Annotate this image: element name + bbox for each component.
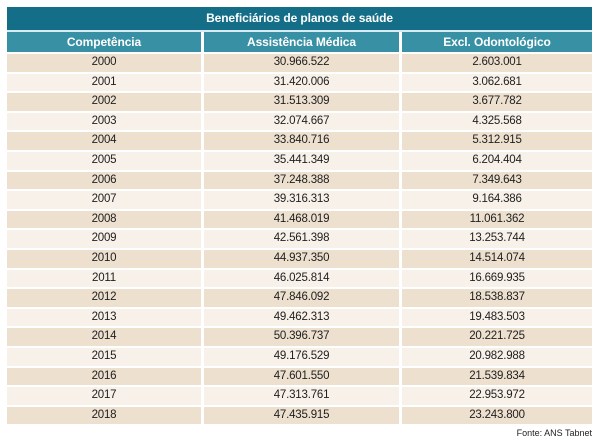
- table-cell: 2010: [7, 249, 201, 268]
- table-cell: 47.313.761: [204, 387, 399, 405]
- table-cell: 30.966.522: [204, 54, 399, 72]
- table-cell: 2003: [7, 112, 201, 131]
- table-cell: 16.669.935: [402, 269, 592, 288]
- column-header-excl-odontologico: Excl. Odontológico: [402, 32, 592, 52]
- table-cell: 37.248.388: [204, 171, 399, 190]
- table-cell: 49.462.313: [204, 308, 399, 327]
- table-cell: 41.468.019: [204, 210, 399, 229]
- table-cell: 47.846.092: [204, 289, 399, 307]
- table-cell: 20.982.988: [402, 347, 592, 366]
- table-cell: 18.538.837: [402, 289, 592, 307]
- table-cell: 47.601.550: [204, 367, 399, 386]
- table-title: Beneficiários de planos de saúde: [7, 7, 592, 30]
- table-cell: 47.435.915: [204, 406, 399, 425]
- table-cell: 2017: [7, 387, 201, 405]
- table-cell: 22.953.972: [402, 387, 592, 405]
- title-divider: [7, 30, 592, 32]
- table-cell: 14.514.074: [402, 249, 592, 268]
- beneficiaries-table: Beneficiários de planos de saúde Competê…: [7, 7, 592, 438]
- table-cell: 2001: [7, 73, 201, 92]
- table-cell: 2004: [7, 132, 201, 150]
- table-cell: 31.420.006: [204, 73, 399, 92]
- table-cell: 3.677.782: [402, 93, 592, 111]
- table-cell: 2005: [7, 151, 201, 170]
- table-cell: 5.312.915: [402, 132, 592, 150]
- table-cell: 2013: [7, 308, 201, 327]
- table-cell: 46.025.814: [204, 269, 399, 288]
- table-cell: 2018: [7, 406, 201, 425]
- table-grid: Competência Assistência Médica Excl. Odo…: [7, 32, 592, 425]
- table-cell: 2000: [7, 54, 201, 72]
- table-cell: 2002: [7, 93, 201, 111]
- table-cell: 2.603.001: [402, 54, 592, 72]
- table-cell: 31.513.309: [204, 93, 399, 111]
- table-cell: 3.062.681: [402, 73, 592, 92]
- table-cell: 2011: [7, 269, 201, 288]
- table-cell: 7.349.643: [402, 171, 592, 190]
- table-cell: 39.316.313: [204, 191, 399, 209]
- table-cell: 33.840.716: [204, 132, 399, 150]
- table-cell: 23.243.800: [402, 406, 592, 425]
- table-cell: 50.396.737: [204, 328, 399, 346]
- table-cell: 2012: [7, 289, 201, 307]
- table-cell: 9.164.386: [402, 191, 592, 209]
- table-cell: 49.176.529: [204, 347, 399, 366]
- table-cell: 35.441.349: [204, 151, 399, 170]
- table-cell: 2006: [7, 171, 201, 190]
- table-cell: 20.221.725: [402, 328, 592, 346]
- column-header-assistencia-medica: Assistência Médica: [204, 32, 399, 52]
- table-cell: 6.204.404: [402, 151, 592, 170]
- table-cell: 19.483.503: [402, 308, 592, 327]
- table-cell: 13.253.744: [402, 230, 592, 248]
- source-note: Fonte: ANS Tabnet: [516, 428, 592, 439]
- table-cell: 21.539.834: [402, 367, 592, 386]
- table-cell: 11.061.362: [402, 210, 592, 229]
- column-header-competencia: Competência: [7, 32, 201, 52]
- table-cell: 2015: [7, 347, 201, 366]
- table-cell: 44.937.350: [204, 249, 399, 268]
- table-cell: 2014: [7, 328, 201, 346]
- table-cell: 42.561.398: [204, 230, 399, 248]
- table-cell: 2009: [7, 230, 201, 248]
- table-cell: 32.074.667: [204, 112, 399, 131]
- table-cell: 2008: [7, 210, 201, 229]
- table-cell: 2016: [7, 367, 201, 386]
- table-cell: 4.325.568: [402, 112, 592, 131]
- table-cell: 2007: [7, 191, 201, 209]
